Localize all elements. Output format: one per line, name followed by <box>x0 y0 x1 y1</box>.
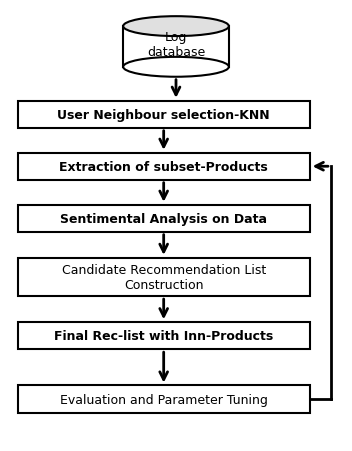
Bar <box>18 101 310 129</box>
Text: Final Rec-list with Inn-Products: Final Rec-list with Inn-Products <box>54 330 273 342</box>
Text: Log
database: Log database <box>147 31 205 59</box>
Ellipse shape <box>123 17 229 37</box>
Bar <box>18 153 310 180</box>
Text: Evaluation and Parameter Tuning: Evaluation and Parameter Tuning <box>60 393 268 405</box>
Text: Sentimental Analysis on Data: Sentimental Analysis on Data <box>60 212 267 225</box>
Ellipse shape <box>123 58 229 78</box>
Bar <box>123 27 229 68</box>
Bar <box>18 205 310 232</box>
Text: User Neighbour selection-KNN: User Neighbour selection-KNN <box>57 109 270 121</box>
Text: Candidate Recommendation List
Construction: Candidate Recommendation List Constructi… <box>62 263 266 291</box>
Bar <box>18 386 310 413</box>
Text: Extraction of subset-Products: Extraction of subset-Products <box>59 161 268 173</box>
Bar <box>18 322 310 350</box>
Bar <box>18 258 310 297</box>
